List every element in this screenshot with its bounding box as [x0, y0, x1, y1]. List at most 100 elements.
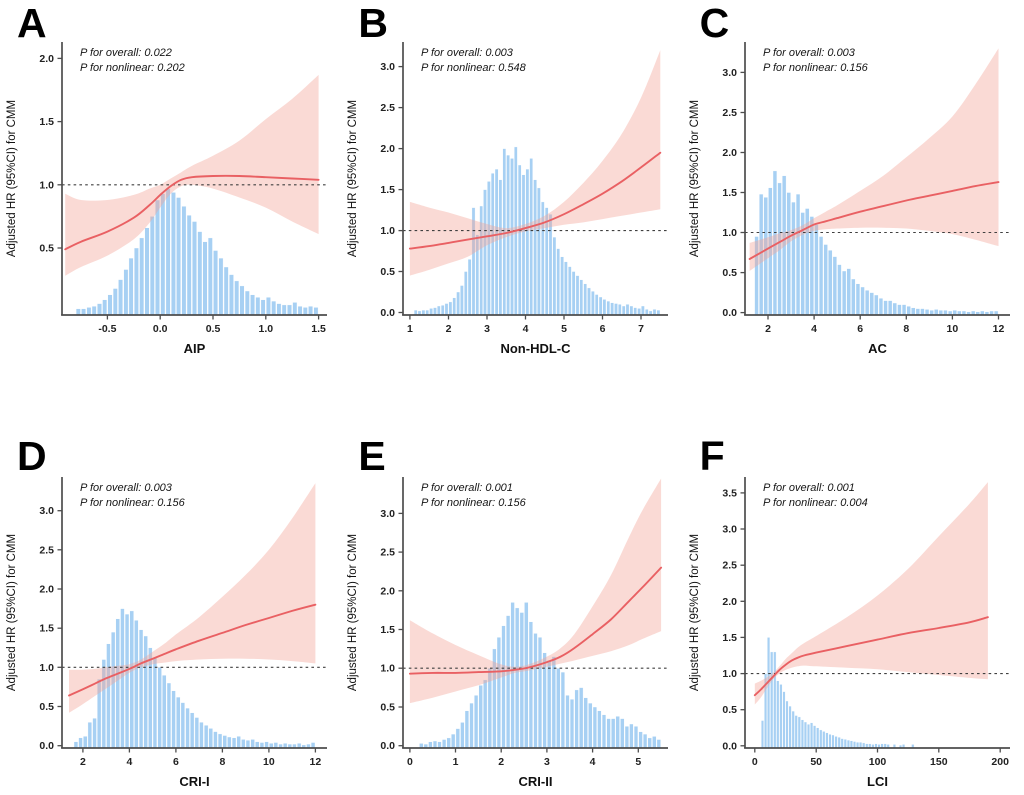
- histogram-bar: [797, 716, 801, 749]
- histogram-bar: [529, 158, 534, 316]
- histogram-bar: [855, 283, 860, 316]
- histogram-bar: [524, 602, 529, 749]
- histogram-bar: [281, 304, 287, 316]
- histogram-bar: [849, 740, 853, 749]
- histogram-bar: [134, 620, 139, 749]
- histogram-bar: [864, 290, 869, 316]
- histogram-bar: [832, 256, 837, 316]
- x-tick-label: 4: [811, 323, 817, 335]
- histogram-bar: [160, 193, 166, 316]
- histogram-bar: [469, 702, 474, 749]
- histogram-bar: [456, 728, 461, 749]
- histogram-bar: [552, 236, 557, 316]
- x-tick-label: 5: [561, 323, 567, 335]
- panel-letter-c: C: [699, 0, 730, 46]
- histogram-bar: [250, 294, 255, 316]
- x-tick-label: 6: [173, 756, 179, 768]
- histogram-bar: [823, 244, 828, 316]
- x-tick-label: 100: [868, 756, 886, 768]
- y-tick-label: 1.0: [39, 662, 54, 674]
- histogram-bar: [583, 283, 588, 316]
- histogram-bar: [491, 172, 495, 316]
- histogram-bar: [452, 297, 457, 316]
- panel-chart-c: 2 4 6 8 10 12 0.0 0.5 1.0 1.5 2.0 2.5 3.0 AC Adjusted …: [689, 42, 1010, 356]
- histogram-bar: [788, 705, 792, 749]
- histogram-bar: [483, 679, 488, 749]
- histogram-bar: [287, 304, 292, 316]
- histogram-bar: [873, 294, 879, 316]
- histogram-bar: [180, 702, 185, 749]
- histogram-bar: [618, 304, 622, 316]
- panel-letter-e: E: [358, 433, 386, 479]
- y-tick-label: 0.0: [381, 740, 396, 752]
- histogram-bar: [794, 715, 798, 749]
- histogram-bar: [266, 297, 271, 316]
- histogram-bar: [652, 736, 657, 749]
- histogram-bar: [157, 667, 162, 749]
- histogram-bar: [194, 717, 199, 749]
- histogram-bar: [207, 237, 213, 316]
- histogram-bar: [602, 299, 607, 316]
- y-tick-label: 2.0: [722, 596, 737, 608]
- histogram-bar: [133, 247, 139, 316]
- x-tick-label: 0: [752, 756, 758, 768]
- confidence-band: [749, 48, 999, 272]
- x-tick-label: 3: [484, 323, 490, 335]
- histogram-bar: [441, 305, 445, 316]
- panel-c: C 2 4 6 8 10 12 0.0 0.5 1.0 1.5 2.0 2.5 3.0 AC Adjuste…: [683, 0, 1024, 397]
- histogram-bar: [192, 221, 197, 316]
- histogram-bar: [498, 179, 503, 316]
- y-tick-label: 1.0: [39, 179, 54, 191]
- hr-curve: [409, 151, 662, 250]
- x-tick-label: 4: [523, 323, 529, 335]
- histogram-bar: [638, 731, 644, 749]
- histogram-bar: [110, 631, 116, 749]
- histogram-bar: [588, 702, 593, 749]
- histogram-bar: [495, 168, 499, 316]
- histogram-bar: [107, 294, 113, 316]
- histogram-bar: [302, 307, 308, 316]
- y-tick-label: 2.0: [722, 147, 737, 159]
- histogram-bar: [775, 680, 779, 749]
- y-tick-label: 1.5: [722, 632, 737, 644]
- panel-d: D 2 4 6 8 10 12 0.0 0.5 1.0 1.5 2.0 2.5 3.0 CRI-I Adju…: [0, 397, 341, 795]
- histogram-bar: [815, 727, 819, 749]
- histogram-bar: [78, 737, 83, 749]
- histogram-bar: [615, 716, 621, 749]
- y-tick-label: 2.0: [39, 584, 54, 596]
- y-tick-label: 3.0: [722, 67, 737, 79]
- x-tick-label: 0.5: [206, 323, 221, 335]
- histogram-bar: [597, 710, 602, 749]
- histogram-bar: [883, 300, 888, 316]
- panel-letter-d: D: [17, 433, 47, 479]
- x-tick-label: 150: [930, 756, 948, 768]
- histogram-bar: [850, 278, 856, 316]
- panel-letter-b: B: [358, 0, 388, 46]
- histogram-bar: [181, 206, 187, 316]
- histogram-bar: [852, 741, 856, 749]
- histogram-bar: [217, 733, 223, 749]
- x-tick-label: 1.0: [258, 323, 273, 335]
- histogram-bar: [809, 722, 813, 749]
- histogram-bar: [637, 308, 642, 316]
- y-tick-label: 1.0: [381, 663, 396, 675]
- histogram-bar: [123, 269, 129, 316]
- histogram-bar: [766, 637, 770, 749]
- histogram-bar: [86, 307, 92, 316]
- histogram-bar: [878, 298, 883, 316]
- y-tick-label: 2.5: [722, 107, 737, 119]
- y-tick-label: 0.0: [722, 740, 737, 752]
- histogram-bar: [803, 721, 807, 749]
- histogram-bar: [75, 308, 81, 316]
- x-tick-label: 12: [992, 323, 1004, 335]
- histogram-bar: [841, 270, 846, 316]
- histogram-bar: [576, 275, 580, 316]
- p-nonlinear-text: P for nonlinear: 0.156: [421, 497, 527, 509]
- histogram-bar: [522, 174, 526, 316]
- histogram-bar: [791, 710, 795, 749]
- p-nonlinear-text: P for nonlinear: 0.156: [763, 62, 869, 74]
- histogram-bar: [239, 285, 245, 316]
- histogram-bar: [139, 237, 145, 316]
- histogram-bar: [782, 691, 786, 749]
